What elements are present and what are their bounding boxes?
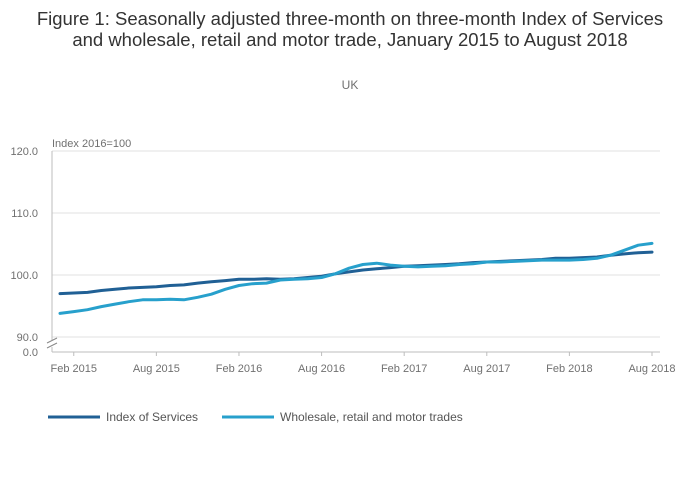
- x-tick-label: Feb 2016: [216, 363, 262, 375]
- y-tick-label: 90.0: [17, 332, 38, 344]
- x-tick-label: Feb 2015: [51, 363, 97, 375]
- chart-subtitle: UK: [341, 78, 359, 92]
- x-tick-label: Aug 2015: [133, 363, 180, 375]
- series-lines: [58, 241, 654, 315]
- legend: Index of Services Wholesale, retail and m…: [48, 410, 463, 424]
- x-tick-label: Aug 2017: [463, 363, 510, 375]
- x-tick-label: Aug 2018: [628, 363, 675, 375]
- y-tick-label: 110.0: [11, 208, 38, 220]
- x-tick-label: Feb 2018: [546, 363, 592, 375]
- gridlines: [52, 150, 660, 338]
- series-line-wholesale-retail-motor: [58, 241, 654, 315]
- chart-title: Figure 1: Seasonally adjusted three-mont…: [36, 8, 664, 50]
- x-tick-label: Aug 2016: [298, 363, 345, 375]
- series-line-index-of-services: [58, 250, 654, 296]
- y-tick-label: 0.0: [23, 347, 38, 359]
- axis-break-mark: [46, 337, 58, 349]
- x-tick-label: Feb 2017: [381, 363, 427, 375]
- y-axis-label: Index 2016=100: [52, 138, 131, 150]
- y-tick-label: 120.0: [10, 146, 38, 158]
- legend-label: Wholesale, retail and motor trades: [280, 410, 463, 424]
- y-tick-label: 100.0: [10, 270, 38, 282]
- axes: Index 2016=100 120.0 110.0 100.0 90.0 0.0 Feb…: [10, 138, 675, 375]
- legend-label: Index of Services: [106, 410, 198, 424]
